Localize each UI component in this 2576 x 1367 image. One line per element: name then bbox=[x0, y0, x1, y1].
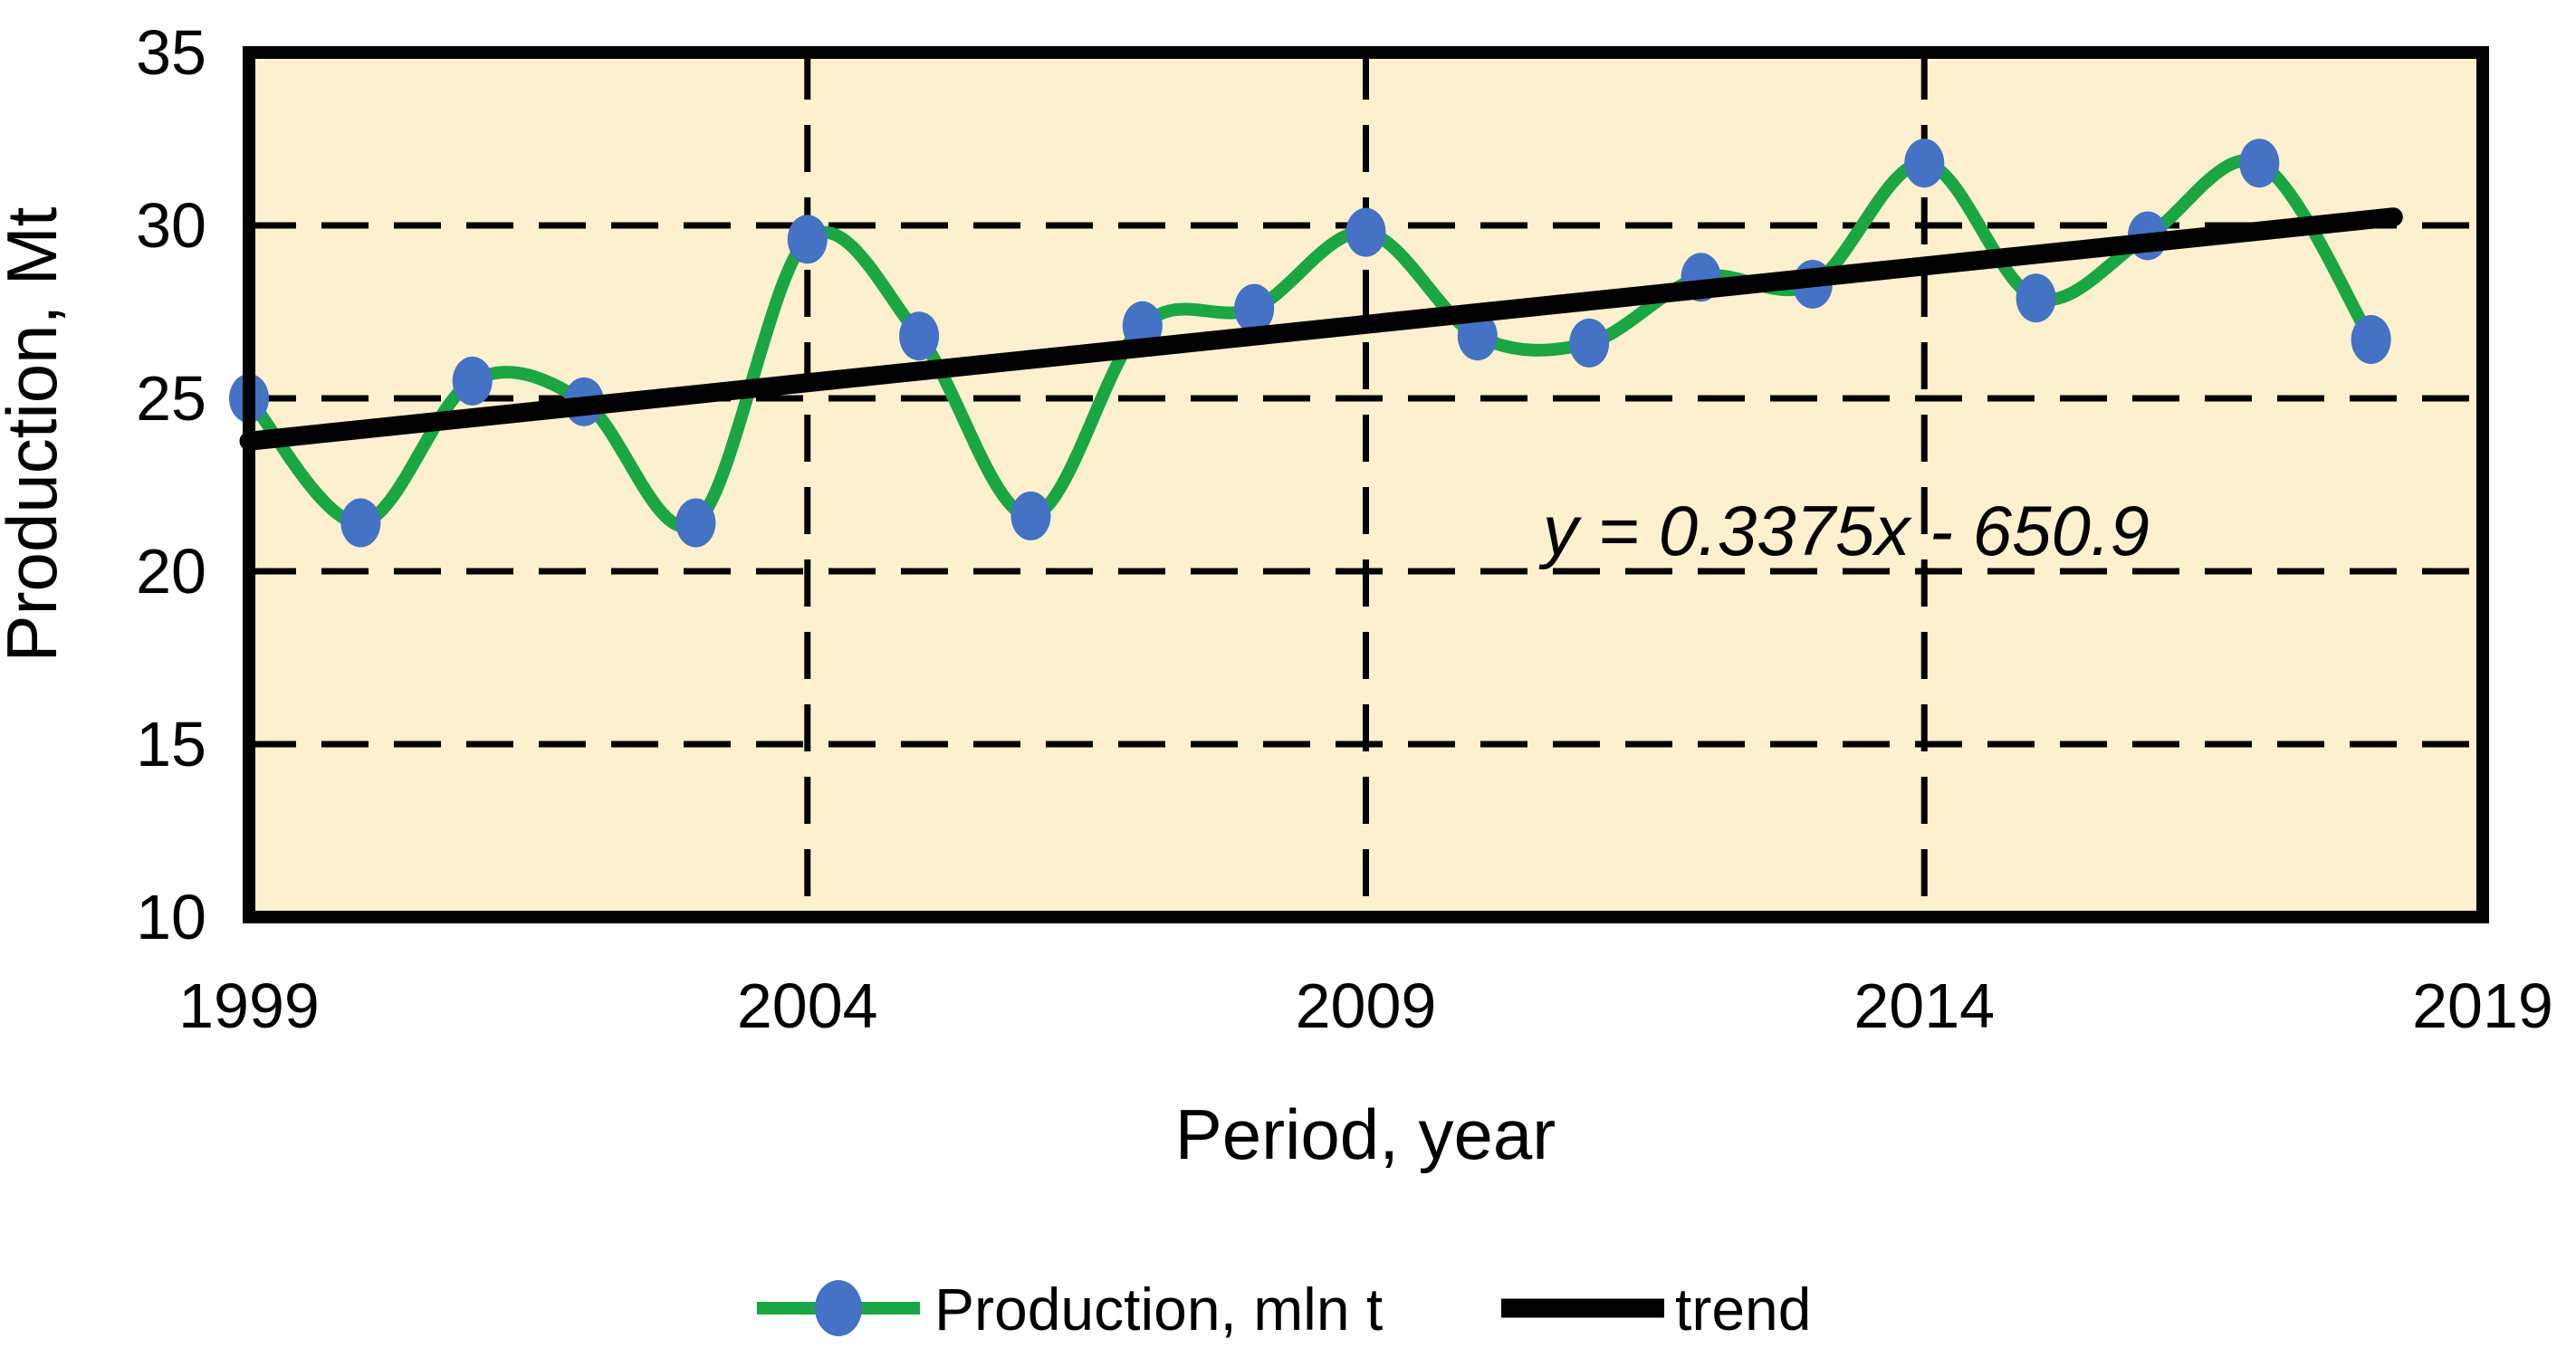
plot-area-background bbox=[249, 53, 2483, 917]
markers-layer bbox=[229, 139, 2391, 548]
x-tick-2014: 2014 bbox=[1853, 970, 1995, 1041]
data-point-2017 bbox=[2239, 139, 2280, 188]
y-axis-tick-labels: 35 30 25 20 15 10 bbox=[136, 17, 206, 952]
legend-production-label: Production, mln t bbox=[934, 1276, 1383, 1343]
data-point-2008 bbox=[1234, 283, 1275, 333]
legend-production-marker-icon bbox=[815, 1280, 862, 1336]
legend-trend-label: trend bbox=[1675, 1276, 1811, 1343]
plot-border bbox=[243, 46, 2489, 923]
data-point-2001 bbox=[452, 356, 493, 406]
x-axis-tick-labels: 1999 2004 2009 2014 2019 bbox=[178, 970, 2553, 1041]
legend: Production, mln t trend bbox=[757, 1276, 1811, 1343]
x-axis-title: Period, year bbox=[1175, 1095, 1556, 1174]
y-axis-title: Production, Mt bbox=[0, 206, 72, 662]
data-point-2005 bbox=[899, 311, 940, 361]
trend-equation-annotation: y = 0.3375x - 650.9 bbox=[1538, 491, 2150, 570]
data-point-2000 bbox=[340, 498, 381, 548]
trend-line bbox=[239, 207, 2403, 451]
data-point-2014 bbox=[1904, 139, 1945, 188]
y-tick-20: 20 bbox=[136, 536, 206, 607]
y-tick-15: 15 bbox=[136, 709, 206, 779]
y-tick-25: 25 bbox=[136, 363, 206, 434]
y-tick-30: 30 bbox=[136, 190, 206, 261]
x-tick-2009: 2009 bbox=[1296, 970, 1437, 1041]
y-tick-10: 10 bbox=[136, 882, 206, 952]
x-tick-2019: 2019 bbox=[2412, 970, 2553, 1041]
data-point-2009 bbox=[1345, 207, 1386, 257]
data-point-2011 bbox=[1569, 318, 1610, 368]
x-tick-1999: 1999 bbox=[178, 970, 320, 1041]
data-point-2010 bbox=[1457, 311, 1498, 361]
data-point-2004 bbox=[787, 215, 828, 264]
data-point-2006 bbox=[1010, 491, 1051, 540]
x-tick-2004: 2004 bbox=[737, 970, 878, 1041]
y-tick-35: 35 bbox=[136, 17, 206, 88]
data-point-2003 bbox=[675, 498, 716, 548]
data-point-2015 bbox=[2016, 273, 2056, 323]
data-point-2018 bbox=[2351, 315, 2391, 365]
